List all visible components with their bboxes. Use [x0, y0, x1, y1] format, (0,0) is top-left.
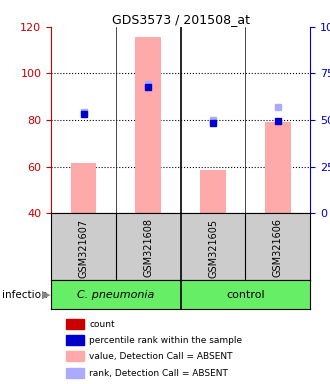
Text: infection: infection — [2, 290, 47, 300]
Bar — [135, 37, 161, 213]
Text: GSM321606: GSM321606 — [273, 218, 283, 278]
Bar — [66, 368, 84, 378]
Text: C. pneumonia: C. pneumonia — [77, 290, 154, 300]
Bar — [66, 351, 84, 361]
Text: ▶: ▶ — [42, 290, 50, 300]
Bar — [71, 163, 96, 213]
Bar — [181, 280, 310, 309]
Bar — [66, 335, 84, 345]
Text: rank, Detection Call = ABSENT: rank, Detection Call = ABSENT — [89, 369, 228, 377]
Text: GSM321607: GSM321607 — [79, 218, 88, 278]
Text: value, Detection Call = ABSENT: value, Detection Call = ABSENT — [89, 352, 233, 361]
Bar — [51, 280, 181, 309]
Text: control: control — [226, 290, 265, 300]
Text: GSM321608: GSM321608 — [143, 218, 153, 278]
Text: percentile rank within the sample: percentile rank within the sample — [89, 336, 242, 345]
Bar — [200, 170, 226, 213]
Bar — [265, 122, 291, 213]
Title: GDS3573 / 201508_at: GDS3573 / 201508_at — [112, 13, 250, 26]
Bar — [66, 319, 84, 329]
Text: GSM321605: GSM321605 — [208, 218, 218, 278]
Text: count: count — [89, 319, 115, 329]
